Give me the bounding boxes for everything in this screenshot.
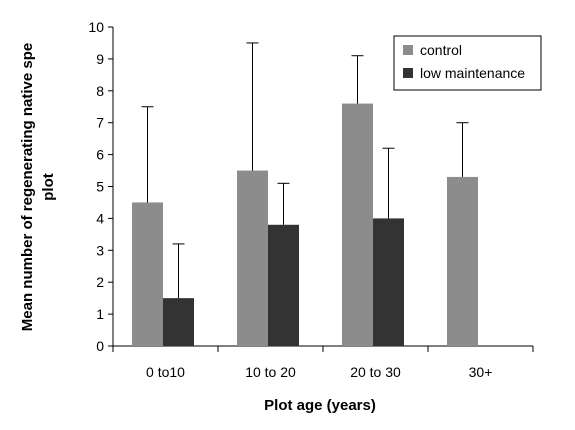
bar-low-maintenance [163, 298, 194, 346]
x-axis-title: Plot age (years) [264, 397, 376, 414]
x-tick-label: 10 to 20 [245, 364, 296, 380]
x-tick-label: 20 to 30 [350, 364, 401, 380]
y-tick-label: 5 [96, 179, 104, 195]
y-tick-label: 10 [88, 19, 104, 35]
bar-control [342, 103, 373, 346]
legend-label: low maintenance [420, 65, 525, 81]
y-tick-label: 7 [96, 115, 104, 131]
bar-control [237, 170, 268, 346]
legend: control low maintenance [393, 35, 542, 91]
y-tick-label: 4 [96, 210, 104, 226]
y-axis-title: Mean number of regenerating native spe p… [19, 43, 57, 331]
y-axis-title-line-1: Mean number of regenerating native spe [19, 43, 36, 331]
plot-area: 0 1 2 3 4 5 6 7 8 9 10 0 to10 10 to 20 20 to 30 30+ [88, 19, 534, 380]
legend-label: control [420, 42, 462, 58]
y-tick-label: 9 [96, 51, 104, 67]
y-tick-label: 1 [96, 306, 104, 322]
x-tick-label: 30+ [469, 364, 493, 380]
y-tick-label: 2 [96, 274, 104, 290]
y-tick-label: 3 [96, 242, 104, 258]
legend-box [393, 35, 542, 91]
y-tick-label: 0 [96, 338, 104, 354]
bar-control [447, 176, 478, 346]
y-tick-label: 8 [96, 83, 104, 99]
x-tick-label: 0 to10 [146, 364, 185, 380]
legend-swatch [403, 68, 413, 78]
y-axis-title-line-2: plot [40, 173, 57, 201]
legend-swatch [403, 45, 413, 55]
bar-low-maintenance [268, 224, 299, 346]
bar-low-maintenance [373, 218, 404, 346]
bar-control [132, 202, 163, 346]
y-tick-label: 6 [96, 147, 104, 163]
